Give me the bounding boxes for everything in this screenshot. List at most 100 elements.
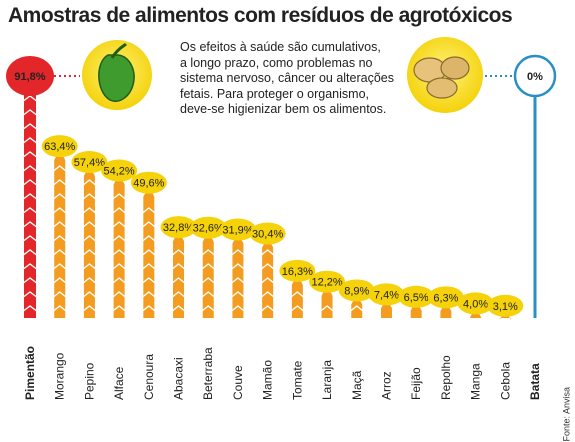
- bar-chevron: [51, 249, 68, 257]
- category-label: Maçã: [350, 370, 364, 400]
- bar-chevron: [51, 291, 68, 299]
- value-badge: [249, 222, 286, 245]
- bar-tomate: [291, 278, 303, 318]
- category-label: Manga: [469, 363, 483, 400]
- value-badge: [160, 216, 197, 239]
- bar-chevron: [51, 277, 68, 285]
- pepper-badge: [82, 40, 152, 110]
- bar-beterraba: [202, 235, 214, 318]
- category-label: Morango: [53, 352, 67, 400]
- bar-chevron: [200, 305, 217, 313]
- bar-chevron: [140, 263, 157, 271]
- bar-chevron: [51, 235, 68, 243]
- bar-chevron: [51, 263, 68, 271]
- bar-chevron: [81, 277, 98, 285]
- value-label: 31,9%: [222, 225, 253, 237]
- category-label: Cenoura: [142, 354, 156, 400]
- bar-chevron: [319, 305, 335, 313]
- description-line: a longo prazo, como problemas no: [180, 55, 373, 70]
- bar-chevron: [259, 249, 276, 257]
- value-label: 4,0%: [463, 298, 488, 310]
- bar-chevron: [200, 277, 217, 285]
- bar-chevron: [21, 277, 39, 285]
- bar-chevron: [111, 291, 128, 299]
- bar-chevron: [51, 193, 68, 201]
- value-label: 63,4%: [44, 141, 75, 153]
- description-line: fetais. Para proteger o organismo,: [180, 86, 369, 101]
- value-label: 57,4%: [74, 157, 105, 169]
- bar-laranja: [321, 289, 333, 318]
- bar-chevron: [21, 263, 39, 271]
- bar-chevron: [170, 277, 187, 285]
- value-label: 32,6%: [193, 223, 224, 235]
- value-badge: [513, 54, 557, 98]
- value-label: 49,6%: [133, 178, 164, 190]
- bar-chevron: [21, 207, 39, 215]
- value-badge: [427, 286, 464, 309]
- bar-chevron: [111, 277, 128, 285]
- potato-badge: [407, 37, 483, 113]
- description-text: Os efeitos à saúde são cumulativos, a lo…: [180, 40, 420, 118]
- value-badge: [487, 294, 524, 317]
- value-label: 6,5%: [404, 292, 429, 304]
- category-label: Arroz: [379, 371, 393, 400]
- bar-chevron: [21, 235, 39, 243]
- bar-chevron: [81, 249, 98, 257]
- value-badge: [309, 270, 346, 293]
- chart-title: Amostras de alimentos com resíduos de ag…: [8, 4, 513, 27]
- category-label: Mamão: [261, 360, 275, 400]
- bar-chevron: [140, 305, 157, 313]
- bar-abacaxi: [173, 235, 185, 318]
- value-label: 12,2%: [311, 277, 342, 289]
- bar-chevron: [200, 291, 217, 299]
- bar-chevron: [21, 165, 39, 173]
- bar-alface: [113, 178, 125, 318]
- bar-chevron: [111, 221, 128, 229]
- bar-chevron: [140, 235, 157, 243]
- potato-icon: [440, 56, 470, 80]
- bar-chevron: [230, 277, 246, 285]
- bar-mamão: [262, 241, 274, 318]
- bar-feijão: [410, 304, 422, 318]
- bar-chevron: [81, 221, 98, 229]
- value-label: 32,8%: [163, 222, 194, 234]
- bar-chevron: [259, 305, 276, 313]
- source-note: Fonte: Anvisa: [562, 387, 572, 442]
- value-label: 0%: [527, 71, 543, 83]
- value-badge: [457, 292, 494, 315]
- bar-arroz: [380, 302, 392, 318]
- bar-chevron: [51, 207, 68, 215]
- bar-chevron: [140, 249, 157, 257]
- bar-chevron: [230, 249, 246, 257]
- bar-chevron: [140, 277, 157, 285]
- category-label: Batata: [528, 363, 542, 400]
- bar-chevron: [230, 263, 246, 271]
- value-label: 7,4%: [374, 289, 399, 301]
- value-label: 3,1%: [493, 301, 518, 313]
- potato-icon: [426, 77, 458, 99]
- bar-chevron: [111, 305, 128, 313]
- bar-chevron: [200, 249, 217, 257]
- value-label: 16,3%: [282, 266, 313, 278]
- category-label: Alface: [112, 366, 126, 400]
- value-label: 8,9%: [344, 285, 369, 297]
- value-badge: [398, 285, 435, 308]
- value-badge: [190, 216, 227, 239]
- value-label: 30,4%: [252, 229, 283, 241]
- value-badge: [219, 218, 256, 241]
- bar-chevron: [170, 263, 187, 271]
- bar-cenoura: [143, 190, 155, 318]
- bar-chevron: [21, 123, 39, 131]
- bar-chevron: [230, 305, 246, 313]
- category-label: Cebola: [498, 362, 512, 400]
- category-label: Laranja: [320, 360, 334, 400]
- bar-chevron: [21, 249, 39, 257]
- category-label: Tomate: [290, 360, 304, 400]
- bar-chevron: [259, 263, 276, 271]
- bar-chevron: [170, 249, 187, 257]
- bar-maçã: [351, 298, 363, 318]
- bar-chevron: [140, 291, 157, 299]
- bar-chevron: [51, 221, 68, 229]
- description-line: sistema nervoso, câncer ou alterações: [180, 71, 394, 85]
- bar-chevron: [140, 207, 157, 215]
